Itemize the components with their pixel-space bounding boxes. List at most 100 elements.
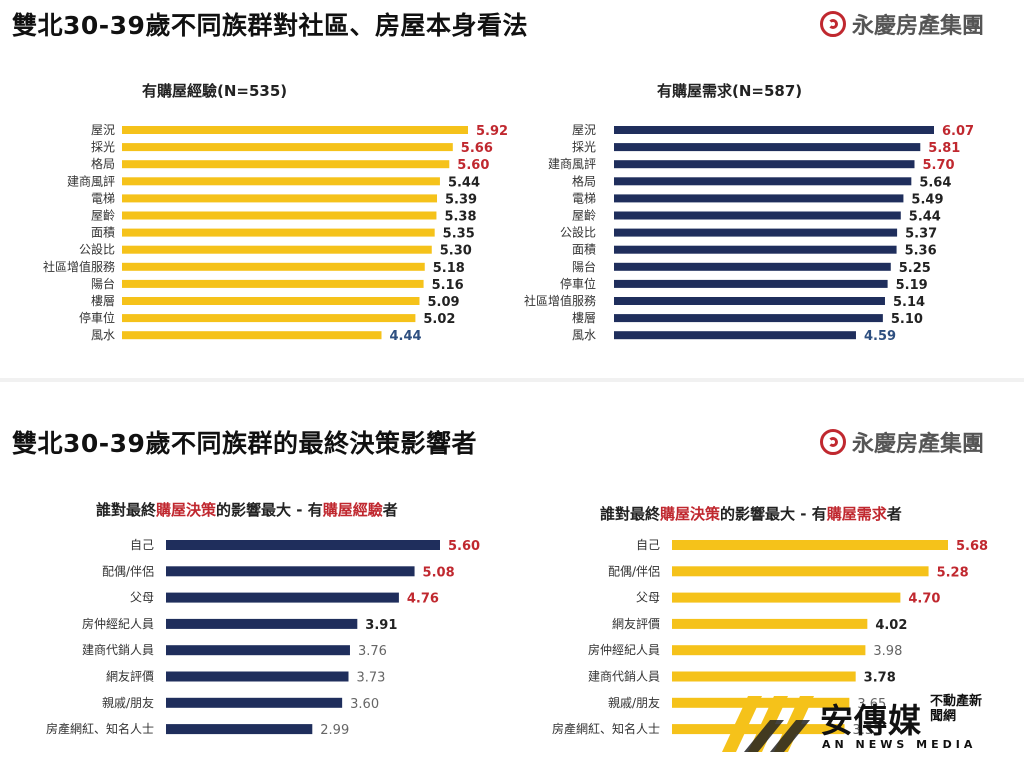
category-label: 社區增值服務 — [43, 259, 115, 274]
watermark-side: 不動產新聞網 — [930, 694, 983, 724]
bar — [614, 331, 856, 340]
chart-title-part: 者 — [886, 505, 902, 523]
value-label: 5.19 — [896, 278, 928, 293]
value-label: 5.92 — [476, 124, 508, 139]
value-label: 5.66 — [461, 141, 493, 156]
bar — [672, 618, 868, 629]
category-label: 建商代銷人員 — [588, 669, 660, 684]
category-label: 屋況 — [91, 122, 115, 137]
category-label: 停車位 — [79, 310, 115, 325]
category-label: 建商代銷人員 — [82, 642, 154, 657]
bar — [166, 592, 399, 603]
bar — [166, 566, 415, 577]
category-label: 配偶/伴侶 — [608, 564, 660, 578]
category-label: 面積 — [91, 225, 115, 240]
bar — [614, 245, 897, 254]
yungching-logo-icon — [820, 429, 846, 455]
category-label: 風水 — [91, 328, 115, 342]
category-label: 配偶/伴侶 — [102, 564, 154, 578]
bar — [122, 245, 432, 254]
bottom-logo-text: 永慶房產集團 — [852, 432, 985, 457]
value-label: 3.73 — [357, 671, 386, 686]
value-label: 5.37 — [905, 227, 937, 242]
an-logo-icon — [722, 696, 814, 752]
watermark-brand: 安傳媒 — [820, 701, 922, 740]
bar — [614, 297, 885, 305]
category-label: 房仲經紀人員 — [82, 616, 154, 631]
category-label: 停車位 — [560, 276, 596, 291]
chart-title-part: 的影響最大 - 有 — [720, 505, 827, 523]
bar — [614, 279, 888, 288]
chart-title-part: 購屋決策 — [660, 505, 721, 523]
value-label: 3.78 — [864, 671, 896, 686]
value-label: 4.02 — [875, 618, 907, 633]
bar — [122, 314, 416, 323]
bar — [614, 262, 891, 271]
value-label: 5.18 — [433, 261, 465, 276]
value-label: 3.98 — [873, 644, 902, 659]
chart-title-part: 者 — [382, 501, 398, 519]
bar — [614, 143, 921, 152]
value-label: 5.38 — [444, 210, 476, 225]
value-label: 4.44 — [390, 329, 422, 344]
bar — [614, 194, 904, 203]
category-label: 建商風評 — [67, 173, 115, 188]
bar — [122, 126, 468, 134]
bar — [166, 724, 313, 735]
top-headline: 雙北30-39歲不同族群對社區、房屋本身看法 — [12, 11, 528, 40]
category-label: 房產網紅、知名人士 — [552, 721, 660, 736]
bar — [672, 724, 845, 735]
chart-influencer-demand: 自己 5.68 配偶/伴侶 5.28 父母 4.70 網友評價 4.02 房仲經紀人員 3.98 建… — [552, 538, 988, 738]
value-label: 5.35 — [443, 227, 475, 242]
value-label: 6.07 — [942, 124, 974, 139]
value-label: 5.64 — [919, 175, 951, 190]
category-label: 公設比 — [79, 242, 115, 257]
bar — [672, 671, 856, 682]
bar — [122, 228, 435, 237]
category-label: 陽台 — [572, 259, 596, 274]
bar — [166, 671, 349, 682]
value-label: 4.76 — [407, 592, 439, 607]
bottom-headline: 雙北30-39歲不同族群的最終決策影響者 — [12, 429, 477, 458]
chart-title-part: 購屋經驗 — [322, 501, 383, 519]
bar — [166, 618, 358, 629]
category-label: 屋況 — [572, 122, 596, 137]
chart-title-part: 購屋決策 — [156, 501, 217, 519]
category-label: 網友評價 — [612, 616, 660, 631]
panel-separator — [0, 378, 1024, 384]
chart-title-part: 購屋需求 — [826, 505, 887, 523]
category-label: 父母 — [130, 591, 154, 605]
bar — [122, 279, 424, 288]
bar — [122, 143, 453, 152]
chart-influencer-experience: 自己 5.60 配偶/伴侶 5.08 父母 4.76 房仲經紀人員 3.91 建商代銷人員 3.7… — [46, 538, 480, 738]
value-label: 2.99 — [320, 723, 349, 738]
category-label: 親戚/朋友 — [608, 696, 660, 710]
value-label: 5.16 — [432, 278, 464, 293]
category-label: 電梯 — [572, 191, 596, 205]
bar — [122, 177, 440, 186]
category-label: 面積 — [572, 242, 596, 257]
category-label: 建商風評 — [548, 156, 596, 171]
yungching-logo-icon — [820, 11, 846, 37]
value-label: 3.76 — [358, 644, 387, 659]
bar — [614, 177, 912, 186]
bar — [614, 126, 934, 134]
category-label: 陽台 — [91, 276, 115, 291]
bar — [614, 314, 883, 323]
value-label: 5.49 — [911, 192, 943, 207]
top-logo-text: 永慶房產集團 — [852, 14, 985, 39]
bar — [166, 697, 343, 708]
watermark-sub: AN NEWS MEDIA — [822, 738, 977, 751]
category-label: 房仲經紀人員 — [588, 642, 660, 657]
category-label: 自己 — [636, 538, 660, 552]
value-label: 5.39 — [445, 192, 477, 207]
category-label: 電梯 — [91, 191, 115, 205]
category-label: 風水 — [572, 328, 596, 342]
bar — [166, 645, 350, 656]
bar — [672, 540, 948, 550]
value-label: 5.08 — [423, 565, 455, 580]
bar — [166, 540, 440, 550]
category-label: 親戚/朋友 — [102, 696, 154, 710]
bar — [672, 592, 901, 603]
value-label: 5.10 — [891, 312, 923, 327]
